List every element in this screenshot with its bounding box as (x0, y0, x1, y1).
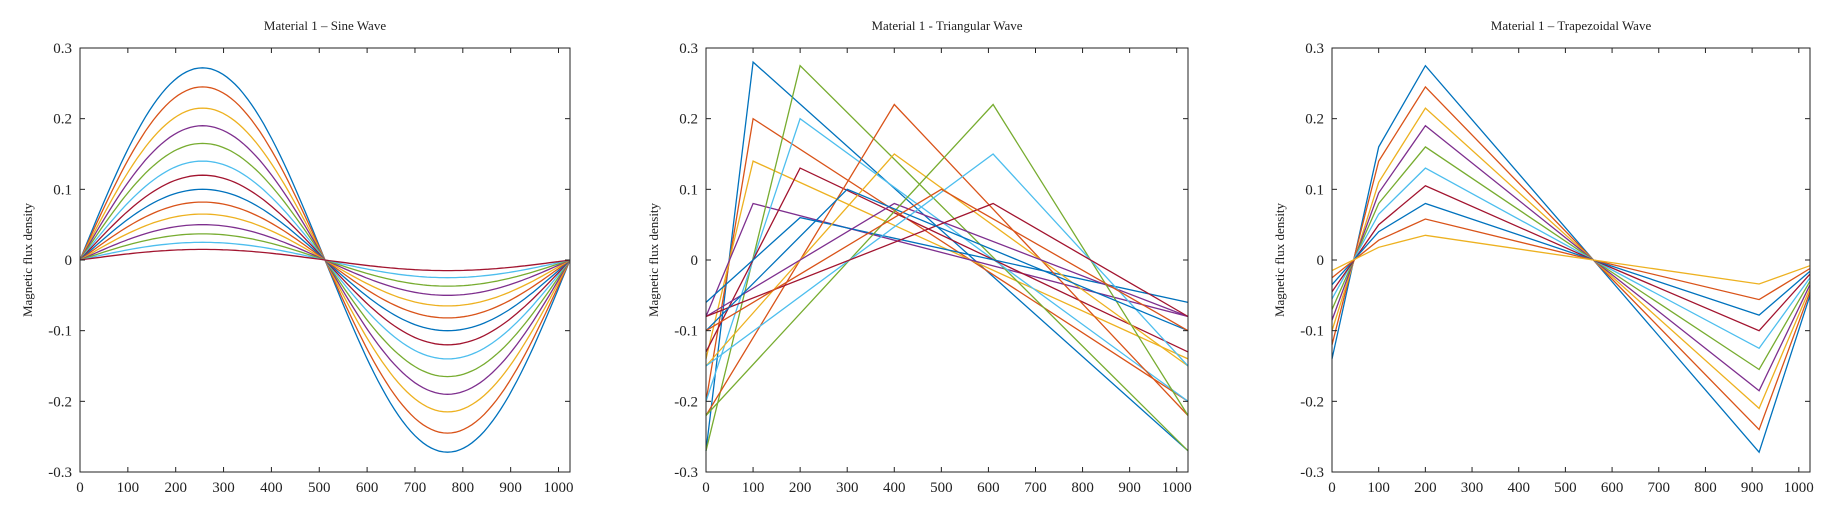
x-tick-label: 200 (1414, 480, 1437, 496)
series-line (1331, 167, 1811, 350)
x-tick-label: 900 (1741, 480, 1764, 496)
x-tick-label: 600 (977, 480, 1000, 496)
x-tick-label: 900 (1118, 480, 1141, 496)
series-group (1331, 64, 1811, 454)
x-tick-label: 500 (308, 480, 331, 496)
x-tick-label: 700 (1024, 480, 1047, 496)
series-line (705, 167, 1189, 353)
y-tick-label: 0.2 (679, 112, 698, 128)
y-axis-label: Magnetic flux density (1272, 202, 1287, 317)
series-line (705, 188, 1189, 332)
x-tick-label: 400 (260, 480, 283, 496)
series-line (705, 202, 1189, 318)
y-tick-label: -0.3 (674, 465, 698, 481)
series-group (79, 67, 571, 453)
chart-title: Material 1 – Sine Wave (264, 18, 386, 33)
y-tick-label: 0.1 (679, 182, 698, 198)
y-tick-label: -0.3 (48, 465, 72, 481)
x-tick-label: 100 (742, 480, 765, 496)
series-line (705, 153, 1189, 367)
chart-panel-triangular: 0 100 200 300 400 500 600 700 800 900 1000 -0.3 -0.2… (646, 18, 1192, 496)
x-tick-label: 600 (356, 480, 379, 496)
series-line (1331, 218, 1811, 301)
series-line (705, 188, 1189, 332)
y-tick-label: 0 (691, 253, 699, 269)
x-tick-label: 200 (789, 480, 812, 496)
series-line (705, 60, 1189, 452)
y-tick-label: -0.2 (674, 394, 698, 410)
y-tick-label: 0 (1317, 253, 1325, 269)
series-line (1331, 64, 1811, 454)
y-tick-label: 0.2 (1305, 112, 1324, 128)
x-tick-label: 1000 (1784, 480, 1814, 496)
y-tick-label: 0.1 (53, 182, 72, 198)
y-tick-label: 0.1 (1305, 182, 1324, 198)
y-tick-label: -0.2 (48, 394, 72, 410)
y-tick-label: -0.1 (674, 324, 698, 340)
x-tick-label: 700 (1648, 480, 1671, 496)
x-tick-label: 300 (1461, 480, 1484, 496)
x-tick-label: 500 (930, 480, 953, 496)
series-line (705, 160, 1189, 360)
series-line (79, 248, 571, 272)
series-line (705, 103, 1189, 416)
series-line (1331, 185, 1811, 332)
series-line (705, 202, 1189, 318)
series-line (705, 202, 1189, 318)
x-tick-label: 900 (499, 480, 522, 496)
series-line (705, 117, 1189, 402)
series-line (705, 216, 1189, 304)
x-tick-label: 800 (1694, 480, 1717, 496)
x-tick-label: 600 (1601, 480, 1624, 496)
x-tick-label: 500 (1554, 480, 1577, 496)
series-line (705, 64, 1189, 452)
y-axis-label: Magnetic flux density (20, 202, 35, 317)
y-tick-label: -0.1 (48, 324, 72, 340)
series-line (1331, 107, 1811, 410)
x-tick-label: 200 (164, 480, 187, 496)
x-tick-label: 300 (836, 480, 859, 496)
series-line (1331, 146, 1811, 371)
x-tick-label: 800 (452, 480, 475, 496)
y-tick-label: 0.3 (679, 41, 698, 57)
x-tick-label: 1000 (1162, 480, 1192, 496)
x-tick-label: 0 (702, 480, 710, 496)
x-tick-label: 400 (1507, 480, 1530, 496)
series-line (705, 153, 1189, 367)
x-tick-label: 0 (1328, 480, 1336, 496)
x-tick-label: 100 (117, 480, 140, 496)
series-line (1331, 234, 1811, 285)
y-axis-label: Magnetic flux density (646, 202, 661, 317)
y-tick-label: 0 (65, 253, 73, 269)
x-tick-label: 100 (1367, 480, 1390, 496)
series-line (1331, 202, 1811, 316)
x-tick-label: 0 (76, 480, 84, 496)
series-line (1331, 124, 1811, 392)
chart-panel-trapezoidal: 0 100 200 300 400 500 600 700 800 900 1000 -0.3 -0.2… (1272, 18, 1814, 496)
chart-title: Material 1 – Trapezoidal Wave (1491, 18, 1652, 33)
x-tick-label: 400 (883, 480, 906, 496)
x-tick-label: 800 (1071, 480, 1094, 496)
series-line (1331, 85, 1811, 431)
chart-title: Material 1 - Triangular Wave (871, 18, 1022, 33)
chart-panel-sine: 0 100 200 300 400 500 600 700 800 900 1000 -0.3 -0.2… (20, 18, 574, 496)
y-tick-label: 0.3 (1305, 41, 1324, 57)
x-tick-label: 700 (404, 480, 427, 496)
axes-frame (705, 47, 1189, 473)
y-tick-label: 0.2 (53, 112, 72, 128)
series-group (705, 60, 1189, 452)
series-line (705, 103, 1189, 416)
y-tick-label: -0.1 (1300, 324, 1324, 340)
y-tick-label: 0.3 (53, 41, 72, 57)
y-tick-label: -0.3 (1300, 465, 1324, 481)
y-tick-label: -0.2 (1300, 394, 1324, 410)
x-tick-label: 300 (212, 480, 235, 496)
x-tick-label: 1000 (544, 480, 574, 496)
